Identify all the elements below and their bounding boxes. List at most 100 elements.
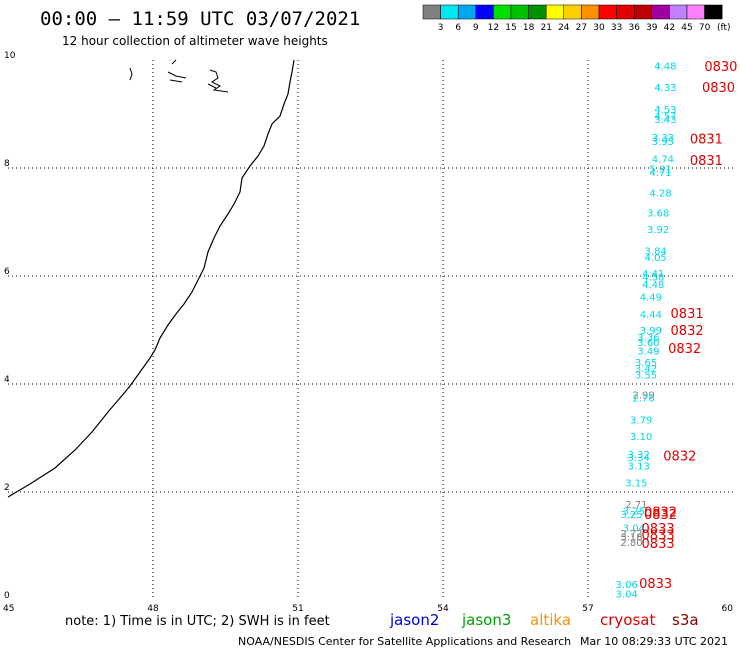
color-swatch xyxy=(422,4,441,20)
wave-height-value: 4.28 xyxy=(649,189,671,200)
color-swatch xyxy=(528,4,547,20)
wave-height-value: 3.79 xyxy=(630,415,652,426)
wave-height-value: 3.25 xyxy=(623,507,645,518)
wave-height-value: 3.95 xyxy=(652,137,674,148)
color-swatch xyxy=(457,4,477,20)
wave-height-value: 2.80 xyxy=(620,538,642,549)
satellite-legend-jason3: jason3 xyxy=(461,611,511,629)
color-swatch xyxy=(651,4,670,20)
wave-height-value: 3.18 xyxy=(620,533,642,544)
wave-height-value: 4.57 xyxy=(654,111,676,122)
longitude-tick-label: 57 xyxy=(582,604,593,614)
wave-height-labels: 4.48 4.33 4.534.573.43 3.333.95 4.745.314.71… xyxy=(616,62,677,601)
wave-height-value: 2.71 xyxy=(625,500,647,511)
wave-height-value: 4.58 xyxy=(642,272,664,283)
color-swatch xyxy=(510,4,529,20)
wave-height-value: 3.42 xyxy=(635,364,657,375)
satellite-legend-jason2: jason2 xyxy=(389,611,439,629)
island-shoreline xyxy=(129,59,229,93)
wave-height-value: 3.32 xyxy=(628,450,650,461)
satellite-legend: jason2 jason3 altika cryosat s3a xyxy=(389,611,699,629)
wave-height-value: 3.36 xyxy=(637,333,659,344)
color-swatch-label: 36 xyxy=(628,23,640,33)
satellite-legend-cryosat: cryosat xyxy=(600,611,655,629)
color-swatch-label: 24 xyxy=(558,23,570,33)
color-swatch xyxy=(545,4,565,20)
latitude-tick-label: 4 xyxy=(4,375,10,385)
wave-height-value: 3.92 xyxy=(647,225,669,236)
wave-height-value: 3.65 xyxy=(635,358,657,369)
longitude-tick-label: 45 xyxy=(3,604,14,614)
color-swatch xyxy=(563,4,582,20)
color-swatch-label: 45 xyxy=(681,23,692,33)
color-swatch-label: 21 xyxy=(540,23,551,33)
wave-height-value: 3.13 xyxy=(628,461,650,472)
wave-height-value: 3.25 xyxy=(620,510,642,521)
color-swatch-label: 15 xyxy=(505,23,516,33)
wave-height-value: 4.48 xyxy=(642,280,664,291)
color-swatch-label: 39 xyxy=(646,23,658,33)
pass-time-label: 0831 xyxy=(690,133,723,148)
color-swatch-label: 30 xyxy=(593,23,605,33)
longitude-tick-label: 54 xyxy=(437,604,449,614)
wave-height-value: 3.43 xyxy=(654,115,676,126)
longitude-tick-label: 48 xyxy=(147,604,159,614)
color-swatch xyxy=(633,4,653,20)
wave-height-value: 3.55 xyxy=(635,371,657,382)
color-swatch xyxy=(616,4,635,20)
wave-height-value: 3.60 xyxy=(637,338,659,349)
wave-height-value: 3.15 xyxy=(625,479,647,490)
wave-height-value: 3.84 xyxy=(645,246,667,257)
wave-height-value: 4.74 xyxy=(652,155,674,166)
pass-time-label: 0830 xyxy=(704,60,737,75)
pass-time-label: 0830 xyxy=(702,81,735,96)
satellite-legend-s3a: s3a xyxy=(672,611,699,629)
wave-height-value: 4.41 xyxy=(642,269,664,280)
wave-height-value: 3.04 xyxy=(623,523,645,534)
color-swatch-label: 18 xyxy=(523,23,535,33)
map-subtitle: 12 hour collection of altimeter wave hei… xyxy=(62,34,328,48)
wave-height-value: 4.05 xyxy=(645,253,667,264)
wave-height-value: 3.10 xyxy=(630,432,652,443)
wave-height-value: 3.68 xyxy=(647,209,669,220)
latitude-tick-label: 6 xyxy=(4,267,10,277)
wave-height-value: 4.71 xyxy=(649,168,671,179)
map-title: 00:00 – 11:59 UTC 03/07/2021 xyxy=(40,8,360,30)
wave-height-value: 3.06 xyxy=(616,580,638,591)
wave-height-value: 3.99 xyxy=(640,326,662,337)
map-axis-ticks: 45 48 51 54 57 60 0 2 4 6 8 10 xyxy=(3,51,733,614)
pass-time-label: 0832 xyxy=(644,505,677,520)
latitude-tick-label: 10 xyxy=(4,51,16,61)
latitude-tick-label: 2 xyxy=(4,483,10,493)
wave-height-value: 3.04 xyxy=(616,589,638,600)
color-scale-unit: (ft) xyxy=(717,23,731,33)
footer-timestamp: Mar 10 08:29:33 UTC 2021 xyxy=(580,635,728,648)
color-swatch-label: 27 xyxy=(576,23,587,33)
pass-time-label: 0832 xyxy=(671,324,704,339)
color-swatch-label: 12 xyxy=(488,23,499,33)
color-swatch xyxy=(686,4,705,20)
color-swatch xyxy=(598,4,617,20)
wave-height-value: 3.33 xyxy=(652,133,674,144)
pass-time-label: 0831 xyxy=(690,154,723,169)
pass-time-label: 0833 xyxy=(639,577,672,592)
wave-height-value: 5.31 xyxy=(649,164,671,175)
footer-credit: NOAA/NESDIS Center for Satellite Applica… xyxy=(238,635,571,648)
color-swatch-label: 9 xyxy=(473,23,479,33)
wave-height-value: 2.72 xyxy=(620,529,642,540)
pass-time-label: 0832 xyxy=(644,508,677,523)
color-swatch xyxy=(581,4,600,20)
wave-height-value: 3.34 xyxy=(628,453,650,464)
pass-time-label: 0833 xyxy=(642,537,675,552)
map-gridlines xyxy=(8,60,733,600)
color-swatch-label: 33 xyxy=(611,23,622,33)
pass-time-label: 0831 xyxy=(671,307,704,322)
color-swatch xyxy=(704,4,723,20)
color-swatch xyxy=(669,4,688,20)
color-swatch xyxy=(475,4,494,20)
wave-height-value: 2.76 xyxy=(632,393,654,404)
pass-time-label: 0832 xyxy=(663,450,696,465)
color-swatch-label: 70 xyxy=(699,23,711,33)
latitude-tick-label: 0 xyxy=(4,591,10,601)
